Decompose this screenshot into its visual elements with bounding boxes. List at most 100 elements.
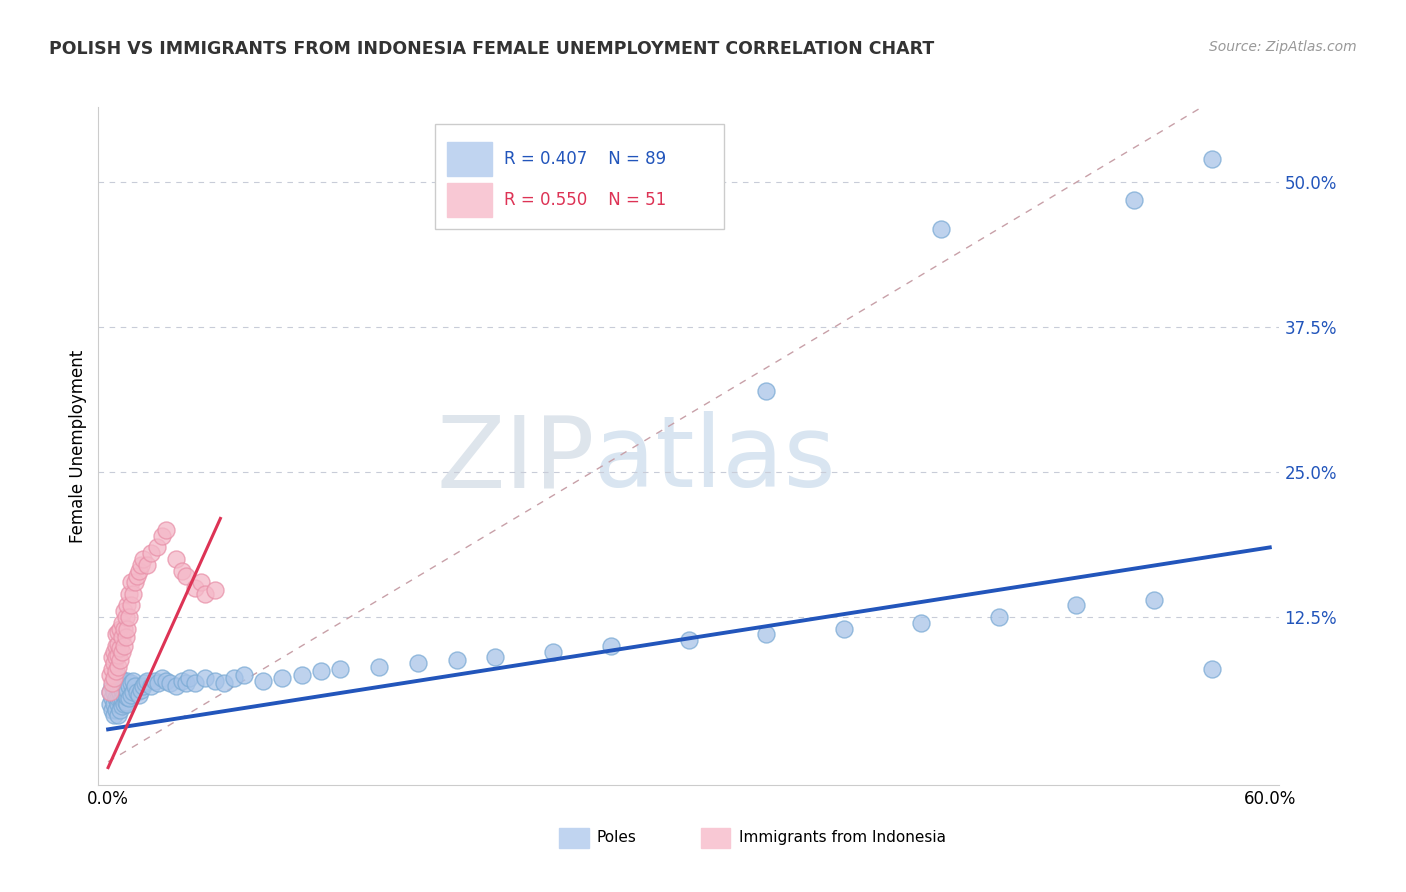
- FancyBboxPatch shape: [560, 828, 589, 848]
- Point: [120, 599, 142, 613]
- Point: [309, 665, 332, 679]
- Point: [165, 680, 187, 694]
- Point: [112, 604, 135, 618]
- Point: [190, 575, 212, 590]
- Point: [120, 688, 142, 702]
- Point: [143, 673, 166, 688]
- Point: [117, 690, 139, 704]
- Point: [124, 680, 146, 694]
- Point: [103, 673, 125, 688]
- Point: [112, 688, 135, 702]
- Point: [104, 680, 127, 694]
- Point: [103, 645, 125, 659]
- Point: [129, 682, 152, 697]
- Text: ZIP: ZIP: [436, 411, 595, 508]
- Point: [194, 671, 217, 685]
- Point: [543, 645, 565, 659]
- Point: [1142, 592, 1164, 607]
- Point: [112, 622, 135, 636]
- Point: [127, 685, 149, 699]
- Point: [678, 633, 700, 648]
- Point: [139, 680, 162, 694]
- Point: [111, 615, 134, 630]
- Point: [148, 676, 170, 690]
- Point: [104, 665, 127, 679]
- Point: [107, 648, 129, 662]
- Point: [114, 610, 136, 624]
- Point: [118, 587, 141, 601]
- Point: [98, 685, 121, 699]
- Point: [222, 671, 245, 685]
- Point: [117, 697, 139, 711]
- Point: [132, 680, 155, 694]
- FancyBboxPatch shape: [434, 124, 724, 229]
- Point: [101, 703, 124, 717]
- Point: [910, 615, 932, 630]
- Point: [103, 657, 125, 671]
- Point: [484, 650, 506, 665]
- Point: [104, 668, 127, 682]
- Point: [108, 703, 131, 717]
- Text: R = 0.407    N = 89: R = 0.407 N = 89: [503, 150, 665, 169]
- Point: [122, 673, 145, 688]
- Point: [987, 610, 1010, 624]
- Point: [120, 676, 142, 690]
- Point: [114, 630, 136, 644]
- Point: [135, 558, 157, 572]
- FancyBboxPatch shape: [700, 828, 730, 848]
- Point: [108, 676, 131, 690]
- Point: [329, 662, 352, 676]
- Point: [120, 575, 142, 590]
- Point: [101, 691, 124, 706]
- Point: [194, 587, 217, 601]
- Point: [108, 653, 131, 667]
- Text: atlas: atlas: [595, 411, 837, 508]
- Point: [170, 564, 193, 578]
- Point: [135, 673, 157, 688]
- Point: [214, 676, 236, 690]
- Point: [101, 650, 124, 665]
- Point: [118, 691, 141, 706]
- Point: [929, 221, 952, 235]
- Point: [145, 541, 167, 555]
- Point: [1201, 662, 1223, 676]
- Point: [1123, 193, 1146, 207]
- Point: [129, 558, 152, 572]
- Point: [104, 691, 127, 706]
- Text: Poles: Poles: [596, 830, 637, 846]
- Point: [104, 627, 127, 641]
- Point: [155, 523, 177, 537]
- Point: [184, 676, 207, 690]
- Point: [98, 685, 121, 699]
- Point: [755, 384, 778, 398]
- Point: [103, 708, 125, 723]
- Point: [174, 569, 197, 583]
- Text: Source: ZipAtlas.com: Source: ZipAtlas.com: [1209, 40, 1357, 54]
- Point: [406, 657, 429, 671]
- Point: [118, 610, 141, 624]
- Point: [114, 685, 136, 699]
- Point: [114, 694, 136, 708]
- Point: [1064, 599, 1087, 613]
- Point: [368, 659, 391, 673]
- Point: [111, 645, 134, 659]
- Point: [132, 552, 155, 566]
- Point: [174, 676, 197, 690]
- Point: [127, 569, 149, 583]
- Text: Immigrants from Indonesia: Immigrants from Indonesia: [738, 830, 946, 846]
- Point: [184, 581, 207, 595]
- FancyBboxPatch shape: [447, 183, 492, 217]
- Point: [124, 575, 146, 590]
- Point: [122, 587, 145, 601]
- Point: [107, 697, 129, 711]
- Point: [111, 673, 134, 688]
- Point: [122, 685, 145, 699]
- Point: [98, 668, 121, 682]
- Point: [832, 622, 855, 636]
- Point: [155, 673, 177, 688]
- Point: [134, 676, 156, 690]
- Point: [117, 622, 139, 636]
- Point: [111, 682, 134, 697]
- Point: [111, 630, 134, 644]
- Point: [600, 639, 623, 653]
